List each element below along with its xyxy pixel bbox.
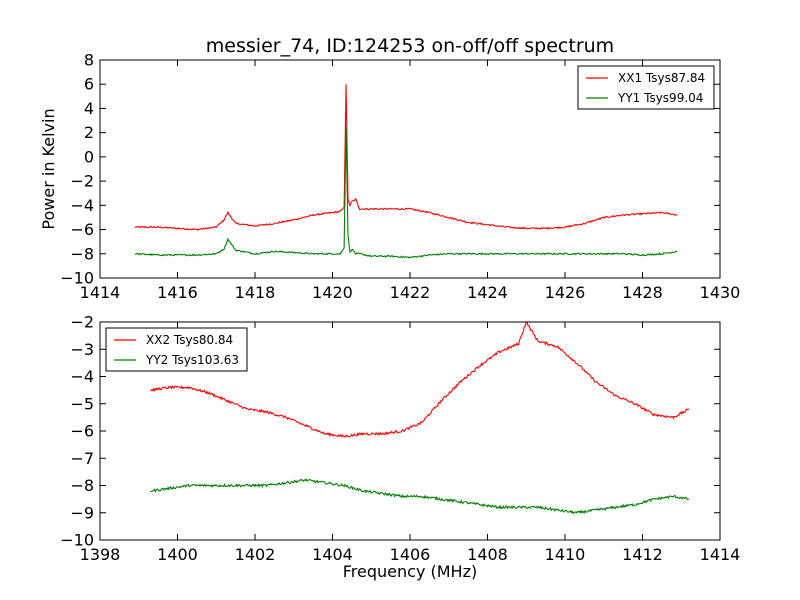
y-tick-label: 4 (84, 99, 94, 118)
x-tick-label: 1428 (622, 283, 663, 302)
x-tick-label: 1416 (157, 283, 198, 302)
legend-box (105, 327, 248, 372)
y-tick-label: 8 (84, 51, 94, 70)
x-tick-label: 1430 (700, 283, 741, 302)
legend-label: YY2 Tsys103.63 (145, 353, 239, 367)
y-tick-label: 0 (84, 147, 94, 166)
y-tick-label: −10 (60, 531, 94, 550)
y-tick-label: −8 (70, 244, 94, 263)
y-tick-label: −7 (70, 449, 94, 468)
y-tick-label: −5 (70, 394, 94, 413)
y-tick-label: −6 (70, 220, 94, 239)
x-tick-label: 1412 (622, 545, 663, 564)
y-tick-label: 6 (84, 75, 94, 94)
y-tick-label: −8 (70, 476, 94, 495)
series-line-bottom-0 (149, 321, 690, 438)
bottom-panel: 1398 1400 1402 1404 1406 1408 1410 1412 1414 −10 −… (60, 313, 740, 565)
x-tick-label: 1414 (700, 545, 741, 564)
legend-box (577, 65, 715, 110)
y-axis-label-top: Power in Kelvin (39, 108, 58, 229)
y-tick-label: −2 (70, 313, 94, 332)
series-line-bottom-1 (150, 478, 690, 515)
x-tick-label: 1420 (312, 283, 353, 302)
y-tick-label: −2 (70, 172, 94, 191)
y-tick-label: 2 (84, 123, 94, 142)
series-line-top-1 (134, 126, 678, 259)
y-tick-label: −4 (70, 196, 94, 215)
y-tick-label: −9 (70, 503, 94, 522)
legend: XX1 Tsys87.84 YY1 Tsys99.04 (577, 65, 715, 110)
y-tick-label: −3 (70, 340, 94, 359)
x-tick-label: 1410 (545, 545, 586, 564)
legend: XX2 Tsys80.84 YY2 Tsys103.63 (105, 327, 248, 372)
y-tick-label: −4 (70, 367, 94, 386)
x-tick-label: 1400 (157, 545, 198, 564)
figure-title: messier_74, ID:124253 on-off/off spectru… (206, 35, 614, 57)
x-tick-label: 1418 (235, 283, 276, 302)
x-tick-label: 1424 (467, 283, 508, 302)
legend-label: XX1 Tsys87.84 (618, 71, 705, 85)
y-tick-label: −6 (70, 422, 94, 441)
top-panel: 1414 1416 1418 1420 1422 1424 1426 1428 1430 −10 −… (60, 51, 740, 303)
x-tick-label: 1422 (390, 283, 431, 302)
x-axis-label-bottom: Frequency (MHz) (343, 562, 477, 581)
legend-label: XX2 Tsys80.84 (146, 333, 233, 347)
y-tick-label: −10 (60, 269, 94, 288)
x-tick-label: 1426 (545, 283, 586, 302)
x-tick-label: 1414 (80, 283, 121, 302)
x-tick-label: 1402 (235, 545, 276, 564)
series-line-top-0 (134, 84, 678, 231)
x-tick-label: 1408 (467, 545, 508, 564)
x-tick-label: 1406 (390, 545, 431, 564)
legend-label: YY1 Tsys99.04 (617, 91, 703, 105)
x-tick-label: 1398 (80, 545, 121, 564)
x-tick-label: 1404 (312, 545, 353, 564)
